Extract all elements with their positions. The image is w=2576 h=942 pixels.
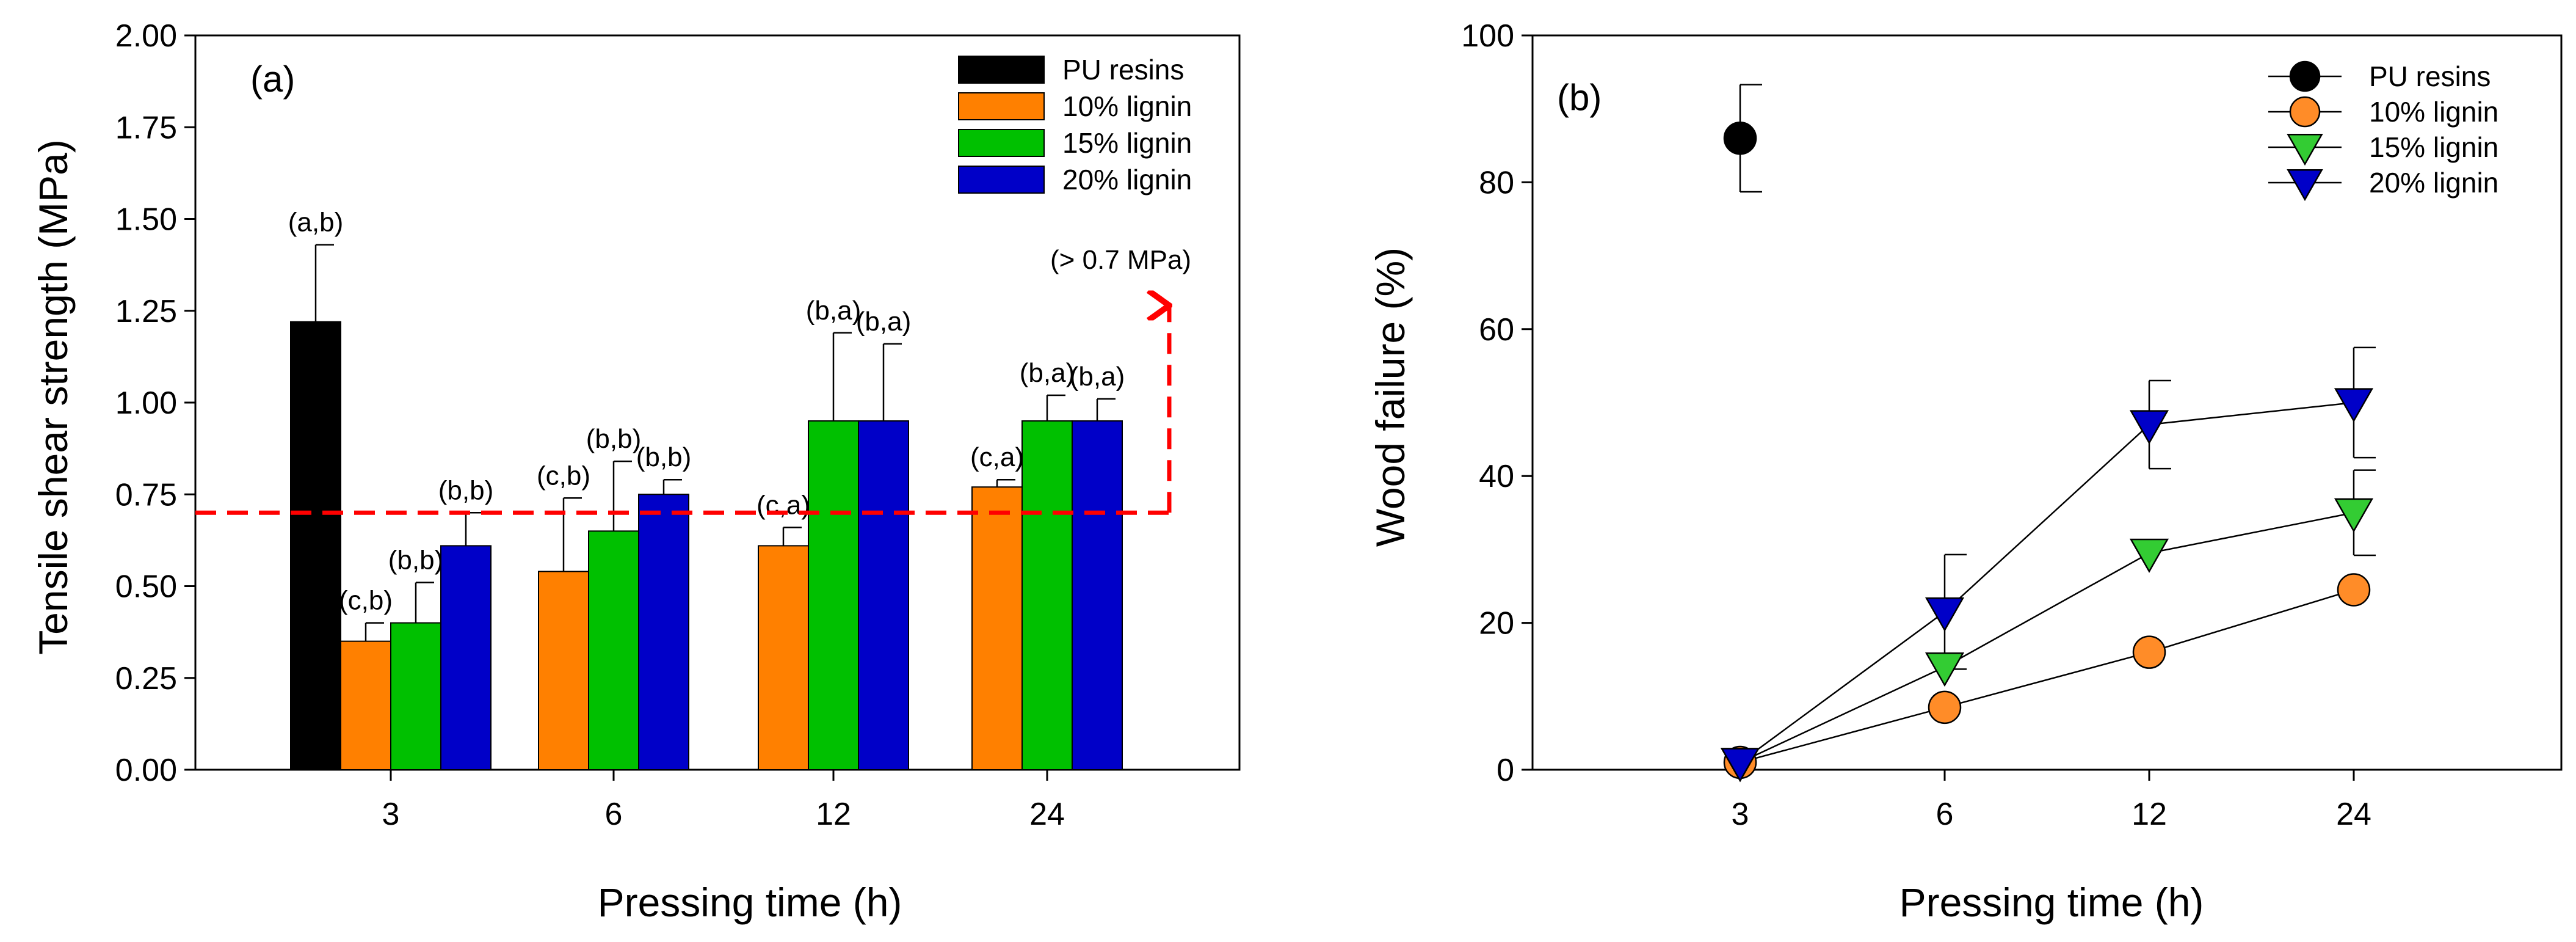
panel-b-y-tick-label: 80 [1479,165,1514,200]
legend-marker [2287,169,2323,202]
panel-a-axes: 0.00 0.25 0.50 0.75 1.00 1.25 1.50 1.75 2.00 3 6 12… [115,18,1241,832]
panel-a-y-tick-label: 1.00 [115,385,177,421]
panel-a-y-tick-label: 0.25 [115,661,177,696]
bar-10-lignin-24h [971,486,1023,770]
legend-label: PU resins [2369,60,2491,92]
series-line-10-lignin [1740,589,2354,764]
legend-swatch [958,166,1045,194]
panel-b-y-tick-label: 0 [1497,753,1514,788]
bar-15-lignin-24h [1021,420,1073,770]
panel-b-plot-frame [1531,34,2563,771]
panel-b-x-tick-label: 6 [1936,797,1954,832]
series-line-20-lignin [1740,401,2354,763]
bar-10-lignin-12h [758,545,809,770]
legend-label: 15% lignin [1062,127,1192,159]
bar-20-lignin-3h [440,545,492,770]
panel-a-legend: PU resins 10% lignin 15% lignin 20% lignin [958,54,1192,195]
point-20-lignin-3h [1720,748,1760,783]
legend-label: 10% lignin [1062,90,1192,122]
significance-label: (c,a) [756,490,810,520]
bar-20-lignin-6h [638,494,689,770]
panel-a-x-title: Pressing time (h) [598,880,902,925]
point-20-lignin-12h [2129,410,2169,445]
panel-b-x-tick-label: 3 [1732,797,1749,832]
legend-label: 20% lignin [2369,167,2498,199]
bar-10-lignin-6h [538,571,589,771]
point-20-lignin-24h [2334,388,2374,423]
panel-a-y-tick-label: 1.25 [115,294,177,329]
significance-label: (b,a) [806,296,861,326]
significance-label: (b,b) [388,545,443,575]
panel-a-y-tick-label: 0.50 [115,569,177,605]
point-10-lignin-6h [1928,690,1962,725]
point-15-lignin-6h [1925,652,1965,687]
panel-a-bars: (a,b)(c,b)(b,b)(b,b) (c,b)(b,b)(b,b)(c,a)… [288,208,1125,771]
panel-a-x-tick-label: 3 [382,797,400,832]
significance-label: (b,a) [856,307,911,337]
bar-10-lignin-3h [340,640,391,771]
bar-15-lignin-6h [588,530,639,770]
legend-swatch [958,56,1045,84]
point-20-lignin-6h [1925,597,1965,632]
panel-a-y-tick-label: 0.75 [115,477,177,513]
point-10-lignin-24h [2337,573,2371,607]
panel-b-y-tick-label: 100 [1461,18,1514,54]
panel-a-threshold: (> 0.7 MPa) [195,245,1191,515]
panel-b: 0 20 40 60 80 100 3 6 12 24 PU resins 10% lignin15… [1368,18,2563,925]
legend-swatch [958,92,1045,120]
panel-a-y-tick-label: 0.00 [115,753,177,788]
legend-label: 10% lignin [2369,96,2498,128]
panel-a-y-tick-label: 2.00 [115,18,177,54]
panel-b-axes: 0 20 40 60 80 100 3 6 12 24 [1461,18,2563,832]
panel-b-y-tick-label: 20 [1479,606,1514,641]
panel-a: 0.00 0.25 0.50 0.75 1.00 1.25 1.50 1.75 2.00 3 6 12… [31,18,1241,925]
significance-label: (a,b) [288,208,343,238]
significance-label: (c,b) [339,586,393,616]
threshold-label: (> 0.7 MPa) [1050,245,1191,275]
significance-label: (c,a) [970,442,1024,472]
legend-swatch [958,129,1045,157]
panel-a-y-tick-label: 1.50 [115,202,177,238]
point-15-lignin-12h [2129,538,2169,573]
legend-marker [2289,60,2321,92]
bar-15-lignin-3h [390,622,441,770]
panel-b-x-tick-label: 24 [2336,797,2371,832]
significance-label: (b,b) [438,475,493,505]
legend-label: 15% lignin [2369,131,2498,163]
panel-b-y-title: Wood failure (%) [1368,247,1413,547]
significance-label: (c,b) [537,461,590,491]
panel-b-x-title: Pressing time (h) [1899,880,2204,925]
bar-pu-resins-3h [290,321,341,770]
panel-b-series [1720,84,2376,783]
panel-b-x-tick-label: 12 [2132,797,2167,832]
series-line-15-lignin [1740,512,2354,764]
panel-a-tag: (a) [250,59,295,100]
significance-label: (b,b) [586,424,641,454]
legend-label: PU resins [1062,54,1184,86]
panel-b-y-tick-label: 60 [1479,312,1514,348]
significance-label: (b,b) [636,442,691,472]
significance-label: (b,a) [1020,358,1075,388]
bar-20-lignin-12h [858,420,909,770]
panel-a-x-tick-label: 12 [816,797,851,832]
legend-marker [2289,96,2321,128]
point-15-lignin-24h [2334,498,2374,533]
panel-a-x-tick-label: 6 [605,797,623,832]
point-10-lignin-12h [2132,635,2166,669]
panel-a-y-tick-label: 1.75 [115,110,177,145]
panel-b-y-tick-label: 40 [1479,459,1514,494]
significance-label: (b,a) [1070,362,1125,392]
panel-a-y-title: Tensile shear strength (MPa) [31,139,76,655]
panel-a-x-tick-label: 24 [1029,797,1065,832]
legend-label: 20% lignin [1062,164,1192,195]
bar-20-lignin-24h [1072,420,1123,770]
legend-marker [2287,134,2323,166]
bar-15-lignin-12h [808,420,859,770]
panel-b-tag: (b) [1557,77,1602,118]
point-pu-resins-3h [1723,122,1757,155]
